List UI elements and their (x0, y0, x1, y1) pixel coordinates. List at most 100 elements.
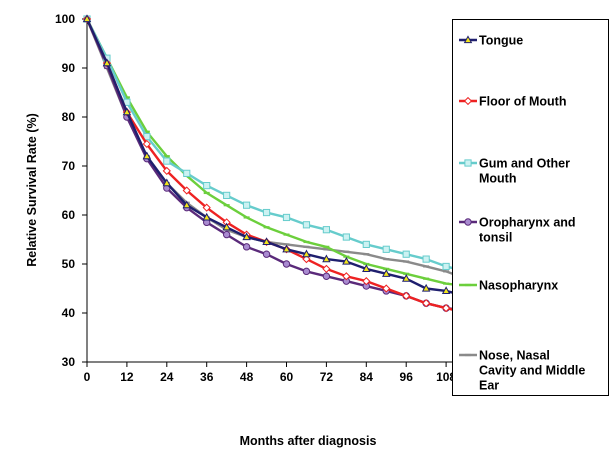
legend-label: Nasopharynx (479, 279, 558, 293)
data-point (362, 277, 371, 286)
data-point (322, 226, 330, 234)
data-point (464, 218, 472, 226)
legend-label: Tongue (479, 34, 523, 48)
data-point (282, 260, 291, 268)
data-point (162, 178, 172, 187)
legend-label-line: tonsil (479, 231, 512, 245)
data-point (402, 250, 410, 258)
x-tick-label: 48 (240, 370, 254, 384)
data-point (441, 303, 451, 313)
x-tick-label: 60 (280, 370, 294, 384)
data-point (282, 244, 291, 253)
data-point (182, 200, 191, 209)
legend-label-line: Oropharynx and (479, 216, 576, 230)
data-point (143, 133, 151, 141)
data-point (463, 96, 473, 106)
legend-label: Floor of Mouth (479, 95, 566, 109)
legend-label-line: Gum and Other (479, 157, 570, 171)
data-point (162, 166, 171, 176)
legend-label-line: Floor of Mouth (479, 95, 566, 109)
data-point (441, 286, 451, 295)
data-point (382, 245, 390, 253)
y-tick-label: 40 (62, 306, 76, 320)
data-point (402, 291, 411, 300)
x-axis-title: Months after diagnosis (240, 434, 377, 448)
legend-label-line: Nasopharynx (479, 279, 558, 293)
data-point (322, 254, 331, 263)
data-point (142, 139, 151, 149)
data-point (203, 182, 211, 190)
data-point (202, 212, 211, 221)
legend-entry-oropharynx-and-tonsil: Oropharynx and tonsil (459, 216, 576, 245)
data-point (262, 208, 271, 217)
x-tick-label: 84 (360, 370, 374, 384)
data-point (163, 157, 171, 165)
legend-label: Nose, Nasal Cavity and Middle Ear (479, 349, 585, 393)
legend-entry-nasopharynx: Nasopharynx (459, 279, 558, 293)
x-tick-label: 12 (120, 370, 134, 384)
data-point (222, 222, 231, 231)
legend-entry-floor-of-mouth: Floor of Mouth (459, 95, 566, 109)
legend-label: Gum and Other Mouth (479, 157, 570, 186)
x-tick-label: 24 (160, 370, 174, 384)
data-point (222, 230, 231, 239)
data-point (362, 264, 371, 272)
data-point (401, 274, 411, 282)
legend-entry-nose-nasal-cavity-and-middle-ear: Nose, Nasal Cavity and Middle Ear (459, 349, 585, 393)
data-point (302, 249, 311, 258)
x-tick-label: 36 (200, 370, 214, 384)
legend-label-line: Cavity and Middle (479, 364, 585, 378)
legend-label-line: Ear (479, 379, 499, 393)
x-tick-label: 0 (84, 370, 91, 384)
data-point (142, 151, 152, 160)
data-point (342, 233, 350, 241)
data-point (342, 256, 351, 265)
data-point (282, 213, 291, 222)
data-point (362, 240, 370, 249)
x-tick-label: 108 (436, 370, 456, 384)
legend-entry-gum-and-other-mouth: Gum and Other Mouth (459, 157, 570, 186)
series-tongue (82, 14, 491, 307)
data-point (262, 237, 271, 246)
data-point (463, 35, 473, 44)
data-point (102, 58, 112, 67)
data-point (202, 203, 211, 212)
legend-label: Oropharynx and tonsil (479, 216, 576, 245)
data-point (242, 232, 251, 241)
data-point (322, 272, 331, 280)
data-point (442, 262, 450, 271)
data-point (302, 221, 311, 229)
data-point (243, 201, 251, 209)
y-tick-label: 50 (62, 257, 76, 271)
data-point (422, 299, 431, 308)
legend-entry-tongue: Tongue (459, 34, 523, 48)
y-tick-label: 70 (62, 159, 76, 173)
data-point (223, 191, 231, 200)
data-point (382, 284, 391, 293)
data-point (342, 272, 351, 281)
data-point (302, 267, 311, 276)
data-point (262, 250, 271, 258)
y-tick-label: 90 (62, 61, 76, 75)
data-point (382, 269, 391, 277)
data-point (464, 159, 472, 167)
legend-label-line: Nose, Nasal (479, 349, 550, 363)
axes: 3040506070809010001224364860728496108120 (55, 12, 496, 384)
data-point (242, 243, 251, 251)
data-point (122, 107, 132, 116)
series-layer (82, 14, 491, 327)
data-point (422, 255, 430, 263)
y-tick-label: 100 (55, 12, 75, 26)
data-point (322, 264, 331, 274)
data-point (421, 283, 431, 292)
legend-box (452, 19, 609, 396)
data-point (82, 14, 92, 23)
y-axis-title: Relative Survival Rate (%) (25, 113, 39, 267)
legend-label-line: Mouth (479, 172, 516, 186)
data-point (182, 186, 191, 195)
y-tick-label: 80 (62, 110, 76, 124)
x-tick-label: 72 (320, 370, 334, 384)
x-tick-label: 96 (400, 370, 414, 384)
legend-label-line: Tongue (479, 34, 523, 48)
